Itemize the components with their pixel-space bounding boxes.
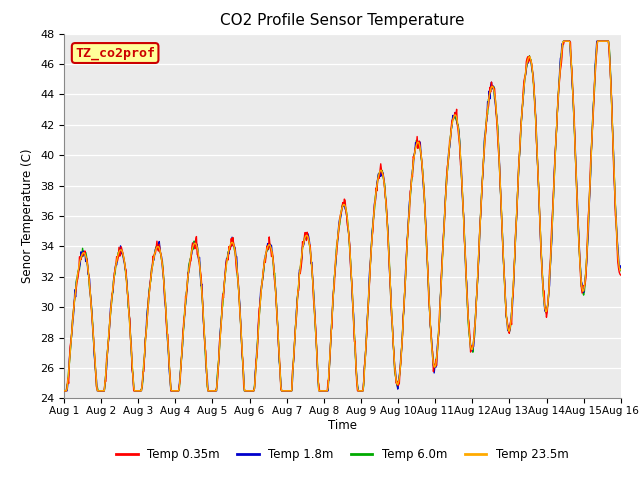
Legend: Temp 0.35m, Temp 1.8m, Temp 6.0m, Temp 23.5m: Temp 0.35m, Temp 1.8m, Temp 6.0m, Temp 2… — [111, 443, 573, 466]
Title: CO2 Profile Sensor Temperature: CO2 Profile Sensor Temperature — [220, 13, 465, 28]
Text: TZ_co2prof: TZ_co2prof — [75, 47, 155, 60]
X-axis label: Time: Time — [328, 419, 357, 432]
Y-axis label: Senor Temperature (C): Senor Temperature (C) — [22, 149, 35, 283]
